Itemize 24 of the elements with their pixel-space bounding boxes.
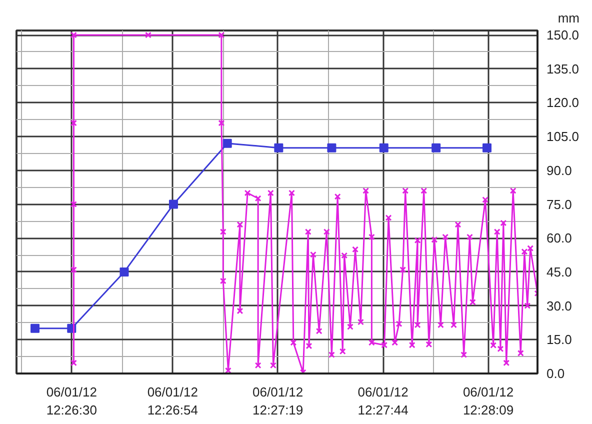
point	[327, 143, 336, 152]
y-tick-label: 0.0	[546, 366, 565, 381]
x-tick-label: 06/01/12 12:28:09	[462, 384, 514, 418]
y-tick-label: 30.0	[546, 298, 572, 314]
point	[482, 143, 492, 152]
y-tick-label: 45.0	[546, 264, 572, 280]
y-tick-label: 75.0	[546, 196, 572, 212]
point	[222, 138, 232, 148]
x-tick-label: 06/01/12 12:26:30	[46, 384, 97, 418]
y-axis-title: mm	[558, 10, 580, 26]
y-tick-label: 90.0	[546, 162, 572, 178]
y-tick-label: 105.0	[546, 129, 580, 144]
y-tick-label: 135.0	[546, 61, 580, 76]
x-tick-label: 06/01/12 12:27:19	[252, 384, 304, 418]
y-tick-label: 120.0	[546, 95, 580, 110]
point	[274, 143, 284, 152]
y-tick-label: 15.0	[546, 332, 572, 348]
x-tick-label: 06/01/12 12:26:54	[147, 384, 198, 418]
point	[432, 143, 441, 152]
y-tick-label: 150.0	[546, 28, 580, 43]
x-tick-label: 06/01/12 12:27:44	[358, 384, 408, 418]
point	[120, 267, 129, 276]
y-tick-label: 60.0	[546, 230, 572, 246]
point	[379, 143, 388, 152]
